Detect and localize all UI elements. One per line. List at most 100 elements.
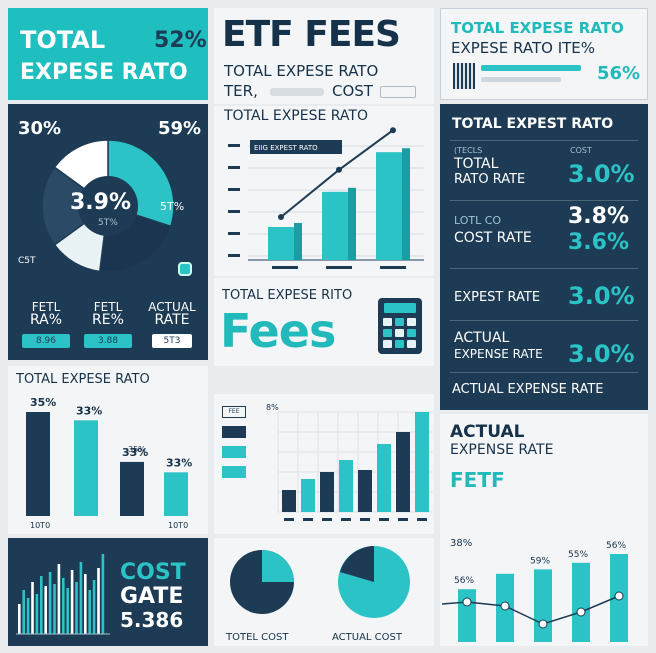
bm-bar-5 [358, 470, 372, 512]
cost-mini-bar-2 [22, 590, 25, 634]
center-trend-dot-1 [278, 214, 284, 220]
cost-mini-bar-7 [44, 586, 47, 634]
top-right-line1: TOTAL EXPESE RATO [451, 19, 624, 37]
total-expense-banner: TOTAL 52% EXPESE RATO [8, 8, 208, 100]
cost-mini-bar-11 [62, 578, 65, 634]
br-label-3: 59% [530, 556, 550, 566]
cost-mini-bar-15 [79, 562, 83, 634]
pie-actual-cost-slice [340, 546, 374, 582]
top-right-value: 56% [597, 63, 641, 84]
bm-ytick: 8% [266, 403, 279, 412]
pie-label-top-left: 30% [18, 118, 62, 139]
bl-bar-3 [120, 461, 144, 516]
pie-actual-cost-label: ACTUAL COST [332, 632, 402, 643]
center-trend-dot-2 [336, 166, 342, 173]
cost-mini-bar-5 [35, 594, 39, 634]
br-label-1: 56% [454, 576, 474, 586]
center-chart-badge: EIIG EXPEST RATO [254, 144, 318, 152]
br-badge: FETF [450, 468, 505, 492]
cost-mini-bar-17 [88, 590, 91, 634]
calculator-key [383, 340, 392, 348]
rates-row2-value: 3.8% [568, 204, 630, 229]
bm-bar-1 [282, 490, 296, 512]
center-bar-side-3 [402, 148, 410, 260]
pie-total-cost-slice [262, 550, 294, 582]
bottom-pies [230, 546, 410, 618]
calculator-key [395, 340, 404, 348]
cost-mini-bar-1 [18, 604, 21, 634]
br-dot-3 [538, 619, 548, 629]
top-right-teal-chip [481, 65, 581, 71]
bm-xtick-3 [322, 518, 332, 521]
bm-bar-6 [377, 444, 391, 512]
pie-chart [41, 139, 175, 273]
rates-header: TOTAL EXPEST RATO [452, 116, 614, 132]
bm-legend: FEE [222, 406, 252, 486]
cost-mini-bar-16 [84, 574, 87, 634]
rates-row3-label1: EXPEST RATE [454, 290, 541, 305]
bm-legend-4 [222, 466, 246, 478]
subtitle-line2: TER, [224, 82, 258, 100]
calculator-key [407, 318, 416, 326]
banner-title-line1: TOTAL [20, 26, 106, 54]
pie-footer-col-2: FETL RE% 3.88 [80, 300, 136, 348]
br-title-line1: ACTUAL [450, 422, 525, 442]
br-label-4: 55% [568, 550, 588, 560]
bm-xtick-2 [303, 518, 313, 521]
pie-footer-3-badge: 5T3 [152, 334, 192, 348]
pie-label-bottom-left: C5T [18, 256, 36, 266]
rates-row4-value: 3.0% [568, 340, 635, 368]
bm-bar-2 [301, 479, 315, 512]
pie-label-top-right: 59% [158, 118, 202, 139]
calculator-key [383, 318, 392, 326]
br-dot-1 [462, 597, 472, 607]
bm-xtick-5 [360, 518, 370, 521]
rates-row3-value: 3.0% [568, 282, 635, 310]
center-xtick-3 [380, 266, 406, 269]
cost-mini-bar-18 [92, 580, 96, 634]
cost-mini-bar-9 [53, 584, 56, 634]
rates-row4-label1: ACTUAL [454, 330, 510, 346]
br-bar-3 [534, 569, 552, 642]
calculator-keys [383, 318, 417, 350]
br-bar-4 [572, 562, 590, 642]
br-title-line2: EXPENSE RATE [450, 442, 554, 458]
rates-row1-small: (TECLS [454, 146, 483, 155]
bl-label-3: 33% [122, 446, 148, 459]
pie-footer-2-badge: 3.88 [84, 334, 132, 348]
center-bar-side-2 [348, 187, 356, 260]
br-bar-1 [458, 589, 476, 642]
rates-row4-label2: EXPENSE RATE [454, 347, 543, 361]
br-dot-2 [500, 601, 510, 611]
bl-label-4: 33% [166, 456, 192, 469]
pie-label-right: 5T% [160, 200, 185, 213]
banner-title-line2: EXPESE RATO [20, 60, 188, 85]
bm-bar-3 [320, 472, 334, 512]
bottom-left-chart-panel: TOTAL EXPESE RATO 35% 35% 33% 33% 33% 10T0 … [8, 366, 208, 534]
calculator-icon [378, 298, 422, 354]
center-bar-chart-panel: TOTAL EXPESE RATO EIIG EXPEST RATO [214, 106, 434, 276]
cost-mini-bar-3 [26, 598, 30, 634]
rates-row2-label1: COST RATE [454, 230, 532, 246]
center-ytick [228, 232, 240, 235]
bm-bar-7 [396, 432, 410, 512]
rates-row1-label2: RATO RATE [454, 172, 526, 187]
bottom-right-chart-panel: ACTUAL EXPENSE RATE FETF 56% 59% 55% 56% 38% [440, 414, 648, 646]
rates-row2-small: LOTL CO [454, 214, 502, 227]
cost-mini-bar-13 [70, 570, 74, 634]
banner-value: 52% [154, 28, 207, 53]
top-right-line2: EXPESE RATO ITE% [451, 39, 596, 57]
bottom-left-bar-chart: 35% 35%33%33%33% 10T0 10T0 [26, 396, 192, 530]
bl-bar-1 [26, 412, 50, 516]
etf-fees-title-panel: ETF FEES TOTAL EXPESE RATO TER, COST [214, 8, 434, 104]
calculator-key [383, 329, 392, 337]
bm-legend-2 [222, 426, 246, 438]
bm-bars [282, 412, 429, 521]
br-dot-4 [576, 607, 586, 617]
cost-mini-bar-20 [101, 554, 105, 634]
cost-line1: COST [120, 560, 186, 585]
cost-mini-chart [16, 554, 110, 635]
calculator-key [395, 318, 404, 326]
cost-mini-bar-12 [66, 588, 69, 634]
br-dots [462, 591, 624, 629]
